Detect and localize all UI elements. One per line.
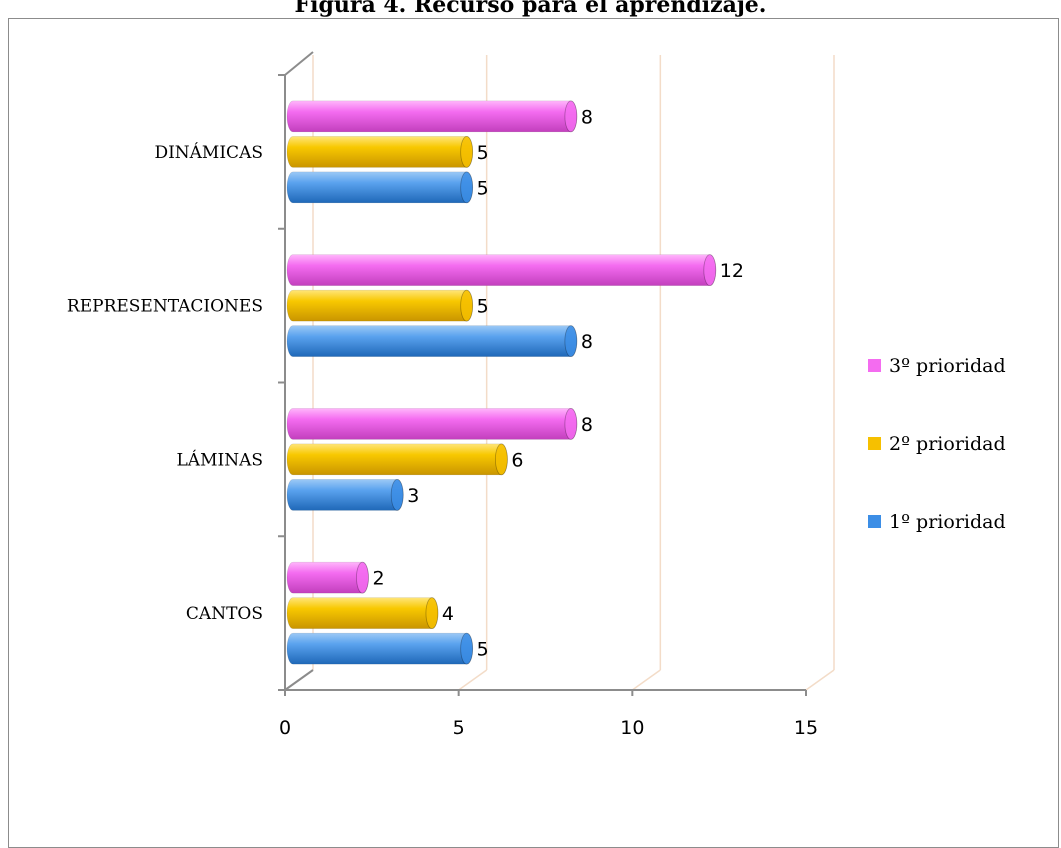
y-axis-top-edge xyxy=(284,51,314,76)
legend-label: 3º prioridad xyxy=(889,355,1006,377)
labels: 0 5 10 15 CANTOS 5 4 2 LÁMINAS 3 6 8 REPRESENTACIONE… xyxy=(67,106,818,739)
bar xyxy=(286,254,717,287)
x-tick-label: 10 xyxy=(620,717,644,739)
bar-cap xyxy=(494,443,508,476)
bar xyxy=(286,632,474,665)
bar-body xyxy=(286,325,578,357)
category-label: LÁMINAS xyxy=(177,449,264,470)
gridline-floor xyxy=(805,669,835,691)
bars xyxy=(286,100,717,665)
legend-swatch xyxy=(868,359,881,372)
bar xyxy=(286,135,474,168)
bar xyxy=(286,289,474,322)
x-tick-label: 0 xyxy=(279,717,291,739)
bar-body xyxy=(286,254,717,286)
data-label: 4 xyxy=(442,603,454,625)
bar xyxy=(286,478,404,511)
data-label: 12 xyxy=(720,260,744,282)
legend: 3º prioridad 2º prioridad 1º prioridad xyxy=(868,355,1006,533)
x-axis-depth-edge xyxy=(284,669,314,691)
bar xyxy=(286,597,439,630)
bar-cap xyxy=(564,100,578,133)
bar xyxy=(286,407,578,440)
gridline-floor xyxy=(631,669,661,691)
data-label: 5 xyxy=(477,639,489,661)
bar-body xyxy=(286,443,508,476)
bar-cap xyxy=(356,561,369,594)
bar-body xyxy=(286,171,473,204)
bar-cap xyxy=(460,135,474,168)
bar-body xyxy=(286,632,473,665)
data-label: 8 xyxy=(581,106,593,128)
bar-body xyxy=(286,597,439,629)
data-label: 3 xyxy=(407,485,419,507)
data-label: 8 xyxy=(581,331,593,353)
bar-cap xyxy=(390,478,404,511)
bar-cap xyxy=(460,632,474,665)
bar-body xyxy=(286,408,578,440)
bar-body xyxy=(286,136,473,168)
bar-cap xyxy=(460,171,474,204)
x-tick-label: 15 xyxy=(794,717,818,739)
bar-cap xyxy=(564,407,578,440)
bar-body xyxy=(286,479,404,511)
data-label: 6 xyxy=(511,449,523,471)
chart-canvas: 0 5 10 15 CANTOS 5 4 2 LÁMINAS 3 6 8 REPRESENTACIONE… xyxy=(67,51,1006,739)
bar-cap xyxy=(703,254,717,287)
bar xyxy=(286,100,578,133)
bar xyxy=(286,325,578,358)
data-label: 2 xyxy=(372,568,384,590)
bar xyxy=(286,561,369,594)
category-label: CANTOS xyxy=(186,604,263,624)
category-label: REPRESENTACIONES xyxy=(67,297,263,317)
bar-cap xyxy=(564,325,578,358)
bar-body xyxy=(286,100,578,133)
x-tick-label: 5 xyxy=(453,717,465,739)
bar-cap xyxy=(425,597,439,630)
bar xyxy=(286,171,474,204)
data-label: 5 xyxy=(477,296,489,318)
legend-label: 1º prioridad xyxy=(889,511,1006,533)
bar-body xyxy=(286,561,369,594)
legend-label: 2º prioridad xyxy=(889,433,1006,455)
category-label: DINÁMICAS xyxy=(154,142,263,163)
axes xyxy=(278,51,807,696)
data-label: 5 xyxy=(477,142,489,164)
data-label: 5 xyxy=(477,177,489,199)
bar-body xyxy=(286,289,473,322)
legend-swatch xyxy=(868,437,881,450)
data-label: 8 xyxy=(581,414,593,436)
bar xyxy=(286,443,508,476)
chart-title: Figura 4. Recurso para el aprendizaje. xyxy=(294,0,767,18)
gridline-floor xyxy=(458,669,488,691)
legend-swatch xyxy=(868,515,881,528)
bar-cap xyxy=(460,289,474,322)
